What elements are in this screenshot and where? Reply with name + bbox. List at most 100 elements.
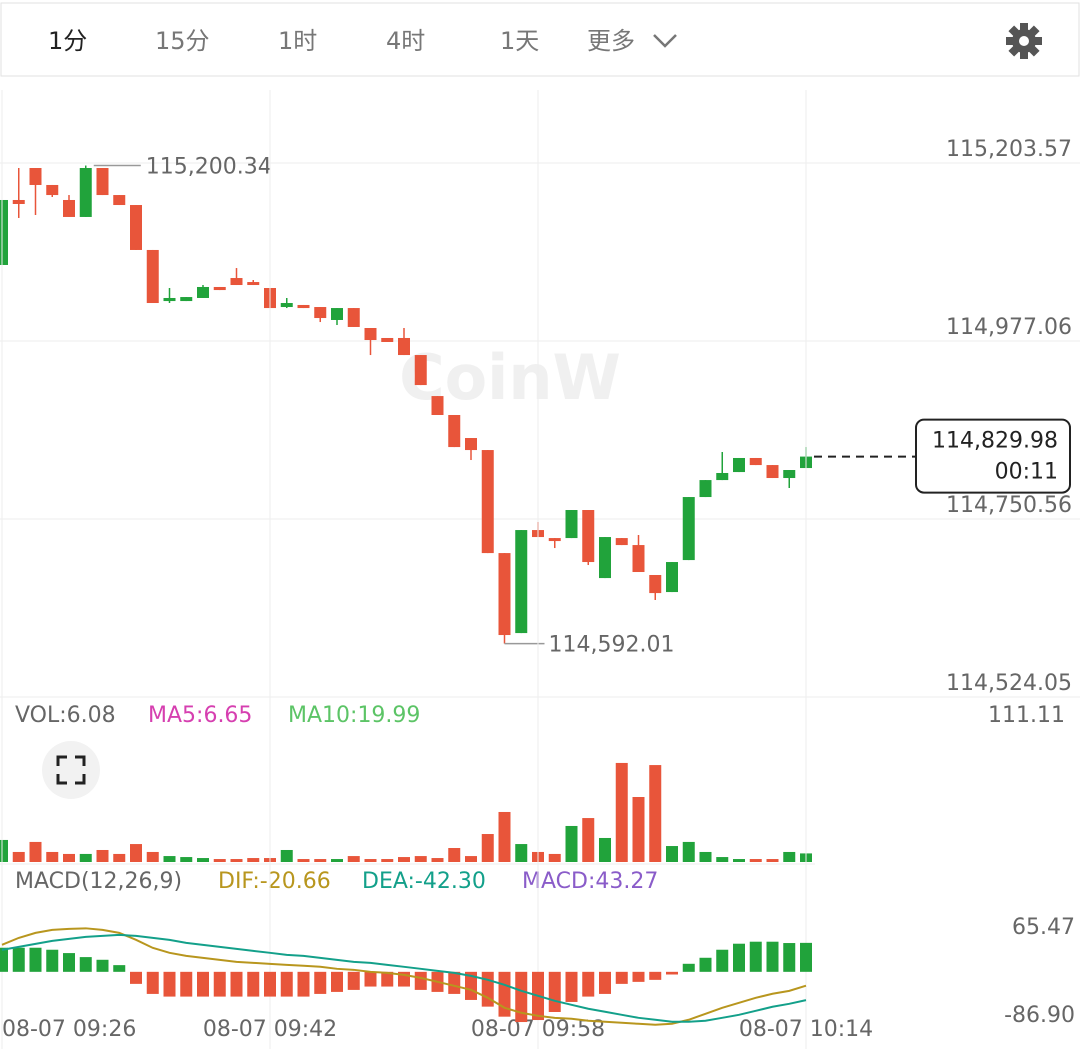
tab[interactable]: 更多 xyxy=(587,27,635,55)
macd-bar xyxy=(515,971,528,1023)
volume-bar xyxy=(716,857,729,862)
macd-bar xyxy=(716,949,729,972)
candle-body xyxy=(414,355,427,386)
chevron[interactable] xyxy=(653,34,677,48)
macd-bar xyxy=(63,953,75,972)
volume-bar xyxy=(498,811,511,862)
volume-bar xyxy=(63,853,75,862)
candle-body xyxy=(783,470,796,479)
volume-bar xyxy=(113,853,126,862)
macd-bar xyxy=(79,957,92,972)
volume-bar xyxy=(130,844,142,862)
candle-body xyxy=(163,297,176,302)
legend-entry: VOL:6.08 xyxy=(15,703,116,728)
candle-body xyxy=(113,195,126,206)
macd-bar xyxy=(682,963,695,972)
candle-body xyxy=(280,303,293,308)
y-tick-label: 115,203.57 xyxy=(946,137,1072,162)
candle-body xyxy=(699,480,712,498)
tab[interactable]: 1天 xyxy=(500,27,539,55)
macd-bar xyxy=(414,971,427,990)
macd-bar xyxy=(113,965,126,972)
x-tick-label: 08-07 09:42 xyxy=(203,1017,337,1042)
macd-bar xyxy=(213,971,226,997)
volume-bar xyxy=(146,851,159,862)
last-price-label: 114,829.98 xyxy=(932,429,1058,454)
volume-bar xyxy=(448,848,461,862)
legend-entry: MA10:19.99 xyxy=(288,703,420,728)
volume-bar xyxy=(213,859,226,862)
macd-bar xyxy=(749,941,762,972)
candle-body xyxy=(29,168,42,185)
candle-body xyxy=(431,396,444,415)
candle-body xyxy=(515,530,528,634)
macd-bar xyxy=(314,971,327,994)
y-tick-label: -86.90 xyxy=(1004,1003,1075,1028)
candle-body xyxy=(481,450,494,554)
macd-bar xyxy=(699,957,712,972)
candle-body xyxy=(46,184,59,196)
x-tick-label: 08-07 10:14 xyxy=(739,1017,873,1042)
macd-bar xyxy=(666,971,678,975)
toolbar: 1分 15分 1时 4时 1天 更多 xyxy=(0,2,1080,77)
volume-bar xyxy=(431,858,444,862)
macd-bar xyxy=(29,947,42,972)
candle-body xyxy=(733,457,745,473)
candle-body xyxy=(448,414,461,448)
tab[interactable]: 1分 xyxy=(48,27,87,55)
volume-bar xyxy=(197,858,209,862)
volume-bar xyxy=(163,856,176,862)
tab[interactable]: 1时 xyxy=(278,27,317,55)
x-tick-label: 08-07 09:58 xyxy=(471,1017,605,1042)
volume-bar xyxy=(96,849,109,862)
macd-bar xyxy=(280,971,293,997)
volume-bar xyxy=(79,853,92,862)
volume-bar xyxy=(247,858,260,862)
candle-body xyxy=(615,538,628,546)
macd-bar xyxy=(766,941,779,972)
legend-entry: DEA:-42.30 xyxy=(362,869,486,894)
macd-bar xyxy=(783,943,796,972)
candle-body xyxy=(331,308,343,320)
macd-bar xyxy=(96,959,109,972)
candle-body xyxy=(63,199,75,217)
volume-bar xyxy=(12,851,25,862)
y-tick-label: 114,977.06 xyxy=(946,315,1072,340)
legend-entry: MACD(12,26,9) xyxy=(15,869,182,894)
macd-bar xyxy=(448,971,461,994)
expand-button[interactable] xyxy=(42,741,100,799)
y-tick-label: 111.11 xyxy=(988,703,1065,728)
macd-bar xyxy=(465,971,477,1000)
macd-bar xyxy=(264,971,276,997)
candle-body xyxy=(130,205,142,250)
volume-bar xyxy=(314,859,327,862)
toolbar-frame xyxy=(0,2,1080,77)
volume-bar xyxy=(0,839,8,862)
settings-icon[interactable] xyxy=(1006,23,1042,59)
candle-body xyxy=(180,297,193,302)
macd-bar xyxy=(599,971,611,994)
macd-bar xyxy=(632,971,645,982)
tab[interactable]: 15分 xyxy=(155,27,210,55)
candle-body xyxy=(230,278,243,286)
volume-bar xyxy=(599,837,611,862)
high-label: 115,200.34 xyxy=(146,155,272,180)
tab[interactable]: 4时 xyxy=(386,27,425,55)
volume-bar xyxy=(331,859,343,862)
macd-bar xyxy=(582,971,595,997)
candle-body xyxy=(297,304,310,309)
volume-bar xyxy=(29,841,42,862)
candle-body xyxy=(632,545,645,573)
volume-bar xyxy=(733,859,745,862)
volume-bar xyxy=(632,797,645,862)
legend-entry: MA5:6.65 xyxy=(148,703,252,728)
candle-body xyxy=(0,199,8,265)
macd-bar xyxy=(163,971,176,997)
volume-bar xyxy=(682,841,695,862)
volume-bar xyxy=(347,856,360,862)
volume-bar xyxy=(582,818,595,862)
candle-body xyxy=(749,457,762,466)
candle-body xyxy=(12,199,25,204)
candle-body xyxy=(213,286,226,291)
volume-bar xyxy=(481,834,494,862)
